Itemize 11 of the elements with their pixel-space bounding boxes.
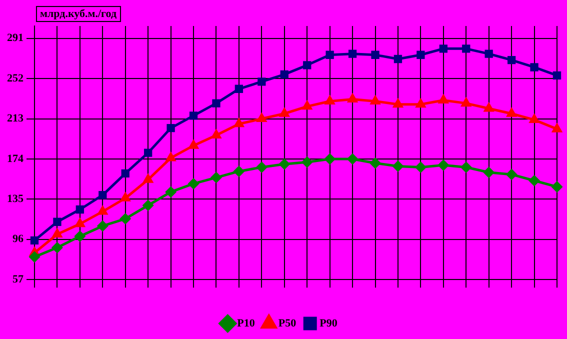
legend-label: P50: [278, 317, 297, 330]
y-tick-label: 213: [7, 112, 24, 125]
legend-label: P10: [237, 317, 256, 330]
y-tick-label: 135: [7, 193, 24, 206]
y-tick-label: 57: [12, 273, 24, 286]
legend-label: P90: [320, 317, 338, 330]
y-axis-title: млрд.куб.м./год: [36, 6, 121, 22]
y-tick-label: 96: [12, 233, 24, 246]
y-tick-label: 252: [7, 72, 24, 84]
y-tick-label: 174: [7, 152, 24, 165]
y-tick-label: 291: [7, 32, 24, 44]
